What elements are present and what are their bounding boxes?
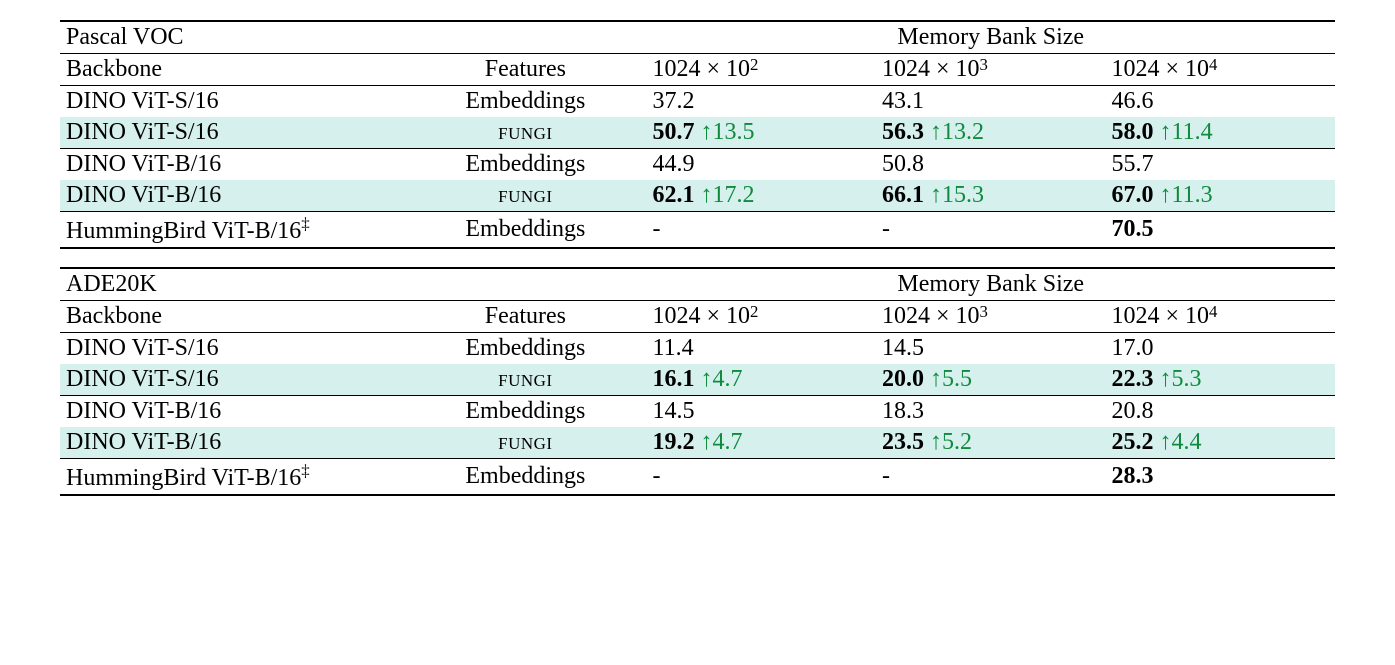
cell-v2: 66.1 ↑15.3 bbox=[876, 180, 1106, 212]
col-size: 1024 × 104 bbox=[1106, 301, 1336, 333]
cell-features: Embeddings bbox=[404, 212, 646, 249]
dataset-name: Pascal VOC bbox=[60, 21, 404, 54]
cell-v2: 20.0 ↑5.5 bbox=[876, 364, 1106, 396]
cell-v1: 11.4 bbox=[647, 333, 877, 365]
table-row: DINO ViT-S/16fungi50.7 ↑13.556.3 ↑13.258… bbox=[60, 117, 1335, 149]
cell-backbone: HummingBird ViT-B/16‡ bbox=[60, 212, 404, 249]
cell-v2: - bbox=[876, 212, 1106, 249]
cell-backbone: DINO ViT-S/16 bbox=[60, 86, 404, 118]
col-size: 1024 × 102 bbox=[647, 301, 877, 333]
cell-backbone: DINO ViT-B/16 bbox=[60, 149, 404, 181]
col-backbone: Backbone bbox=[60, 54, 404, 86]
cell-v1: 44.9 bbox=[647, 149, 877, 181]
dataset-name: ADE20K bbox=[60, 268, 404, 301]
table-row: DINO ViT-B/16Embeddings14.518.320.8 bbox=[60, 396, 1335, 428]
cell-v2: - bbox=[876, 459, 1106, 496]
table-row: DINO ViT-S/16Embeddings11.414.517.0 bbox=[60, 333, 1335, 365]
cell-v1: - bbox=[647, 459, 877, 496]
table-row: DINO ViT-B/16fungi19.2 ↑4.723.5 ↑5.225.2… bbox=[60, 427, 1335, 459]
cell-backbone: DINO ViT-S/16 bbox=[60, 364, 404, 396]
cell-v3: 20.8 bbox=[1106, 396, 1336, 428]
cell-backbone: DINO ViT-B/16 bbox=[60, 427, 404, 459]
cell-v2: 23.5 ↑5.2 bbox=[876, 427, 1106, 459]
tables-container: Pascal VOCMemory Bank SizeBackboneFeatur… bbox=[60, 20, 1335, 496]
cell-v2: 56.3 ↑13.2 bbox=[876, 117, 1106, 149]
cell-v1: 16.1 ↑4.7 bbox=[647, 364, 877, 396]
cell-v1: 14.5 bbox=[647, 396, 877, 428]
cell-v3: 58.0 ↑11.4 bbox=[1106, 117, 1336, 149]
spanner-header: Memory Bank Size bbox=[647, 21, 1336, 54]
spacer bbox=[404, 268, 646, 301]
table-row: DINO ViT-S/16Embeddings37.243.146.6 bbox=[60, 86, 1335, 118]
col-features: Features bbox=[404, 54, 646, 86]
col-backbone: Backbone bbox=[60, 301, 404, 333]
cell-v1: 19.2 ↑4.7 bbox=[647, 427, 877, 459]
table-row: HummingBird ViT-B/16‡Embeddings--70.5 bbox=[60, 212, 1335, 249]
cell-features: fungi bbox=[404, 117, 646, 149]
cell-v1: - bbox=[647, 212, 877, 249]
table-row: HummingBird ViT-B/16‡Embeddings--28.3 bbox=[60, 459, 1335, 496]
cell-backbone: HummingBird ViT-B/16‡ bbox=[60, 459, 404, 496]
spanner-header: Memory Bank Size bbox=[647, 268, 1336, 301]
cell-features: Embeddings bbox=[404, 333, 646, 365]
cell-features: fungi bbox=[404, 364, 646, 396]
col-size: 1024 × 102 bbox=[647, 54, 877, 86]
cell-v3: 17.0 bbox=[1106, 333, 1336, 365]
cell-features: Embeddings bbox=[404, 149, 646, 181]
cell-v2: 50.8 bbox=[876, 149, 1106, 181]
cell-backbone: DINO ViT-B/16 bbox=[60, 396, 404, 428]
cell-v3: 70.5 bbox=[1106, 212, 1336, 249]
results-table: Pascal VOC Memory Bank Size BackboneFeatur… bbox=[60, 20, 1335, 249]
cell-v2: 14.5 bbox=[876, 333, 1106, 365]
results-table: ADE20KMemory Bank SizeBackboneFeatures10… bbox=[60, 267, 1335, 496]
cell-features: Embeddings bbox=[404, 396, 646, 428]
cell-features: Embeddings bbox=[404, 86, 646, 118]
cell-v3: 67.0 ↑11.3 bbox=[1106, 180, 1336, 212]
cell-v3: 55.7 bbox=[1106, 149, 1336, 181]
cell-v3: 22.3 ↑5.3 bbox=[1106, 364, 1336, 396]
spacer bbox=[404, 21, 646, 54]
cell-v3: 25.2 ↑4.4 bbox=[1106, 427, 1336, 459]
cell-v1: 50.7 ↑13.5 bbox=[647, 117, 877, 149]
cell-v2: 43.1 bbox=[876, 86, 1106, 118]
cell-v2: 18.3 bbox=[876, 396, 1106, 428]
col-size: 1024 × 103 bbox=[876, 301, 1106, 333]
cell-backbone: DINO ViT-B/16 bbox=[60, 180, 404, 212]
col-size: 1024 × 104 bbox=[1106, 54, 1336, 86]
table-row: DINO ViT-B/16fungi62.1 ↑17.266.1 ↑15.367… bbox=[60, 180, 1335, 212]
cell-backbone: DINO ViT-S/16 bbox=[60, 117, 404, 149]
cell-features: fungi bbox=[404, 427, 646, 459]
table-row: DINO ViT-S/16fungi16.1 ↑4.720.0 ↑5.522.3… bbox=[60, 364, 1335, 396]
cell-features: Embeddings bbox=[404, 459, 646, 496]
cell-v1: 37.2 bbox=[647, 86, 877, 118]
cell-v3: 46.6 bbox=[1106, 86, 1336, 118]
col-features: Features bbox=[404, 301, 646, 333]
cell-backbone: DINO ViT-S/16 bbox=[60, 333, 404, 365]
table-row: DINO ViT-B/16Embeddings44.950.855.7 bbox=[60, 149, 1335, 181]
cell-features: fungi bbox=[404, 180, 646, 212]
cell-v3: 28.3 bbox=[1106, 459, 1336, 496]
cell-v1: 62.1 ↑17.2 bbox=[647, 180, 877, 212]
col-size: 1024 × 103 bbox=[876, 54, 1106, 86]
